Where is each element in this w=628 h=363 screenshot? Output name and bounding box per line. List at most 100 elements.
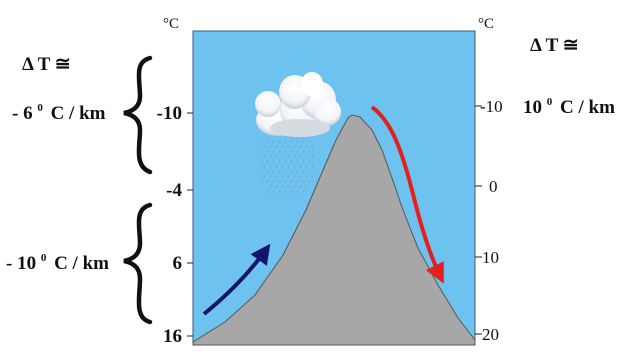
- rain-drop: [281, 164, 284, 169]
- left-delta-t-label: Δ T ≅: [22, 54, 71, 75]
- rain-drop: [281, 154, 284, 159]
- rain-drop: [278, 139, 281, 144]
- rain-drop: [278, 169, 281, 174]
- upper-degree-mark: 0: [37, 102, 43, 114]
- rain-drop: [266, 139, 269, 144]
- rain-drop: [266, 149, 269, 154]
- lower-lapse-rate-unit: C / km: [54, 253, 109, 274]
- right-lapse-rate-value: 10: [523, 97, 542, 118]
- rain-drop: [287, 144, 290, 149]
- rain-drop: [284, 179, 287, 184]
- rain-drop: [272, 169, 275, 174]
- rain-drop: [278, 189, 281, 194]
- cumulus-cloud-icon: [255, 72, 341, 137]
- rain-drop: [281, 184, 284, 189]
- rain-drop: [269, 144, 272, 149]
- rain-drop: [299, 184, 302, 189]
- rain-drop: [302, 149, 305, 154]
- rain-drop: [308, 169, 311, 174]
- right-delta-t-label: Δ T ≅: [530, 35, 579, 56]
- rain-drop: [308, 149, 311, 154]
- rain-drop: [275, 154, 278, 159]
- rain-drops: [260, 139, 314, 194]
- rain-drop: [293, 164, 296, 169]
- left-tick-6: 6: [173, 253, 183, 274]
- rain-drop: [266, 189, 269, 194]
- rain-drop: [272, 149, 275, 154]
- rain-drop: [275, 144, 278, 149]
- rain-drop: [260, 149, 263, 154]
- rain-drop: [290, 139, 293, 144]
- lower-lapse-rate-value: - 10: [6, 253, 36, 274]
- rain-drop: [311, 164, 314, 169]
- downslope-airflow-arrow: [370, 105, 444, 284]
- rain-drop: [269, 184, 272, 189]
- rain-drop: [266, 179, 269, 184]
- rain-drop: [299, 144, 302, 149]
- rain-drop: [272, 139, 275, 144]
- left-tick-minus4: -4: [166, 180, 182, 201]
- rain-drop: [293, 144, 296, 149]
- rain-drop: [296, 179, 299, 184]
- rain-drop: [293, 184, 296, 189]
- rain-drop: [311, 154, 314, 159]
- rain-drop: [296, 149, 299, 154]
- rain-drop: [305, 144, 308, 149]
- rain-drop: [269, 164, 272, 169]
- rain-drop: [275, 174, 278, 179]
- rain-drop: [272, 179, 275, 184]
- rain-drop: [287, 164, 290, 169]
- rain-drop: [260, 179, 263, 184]
- rain-drop: [302, 139, 305, 144]
- rain-drop: [260, 159, 263, 164]
- right-tick-minus10: -10: [480, 97, 503, 116]
- rain-drop: [260, 169, 263, 174]
- rain-drop: [263, 144, 266, 149]
- rain-drop: [308, 159, 311, 164]
- upper-brace: [123, 55, 153, 175]
- left-tick-16: 16: [163, 326, 182, 347]
- rain-drop: [260, 139, 263, 144]
- rain-drop: [278, 159, 281, 164]
- upslope-airflow-arrow: [202, 243, 271, 316]
- rain-drop: [311, 144, 314, 149]
- rain-drop: [290, 169, 293, 174]
- rain-drop: [302, 159, 305, 164]
- left-tick-minus10: -10: [157, 103, 182, 124]
- rain-drop: [293, 154, 296, 159]
- rain-drop: [278, 179, 281, 184]
- rain-drop: [275, 164, 278, 169]
- rain-drop: [284, 159, 287, 164]
- rain-drop: [302, 189, 305, 194]
- rain-drop: [272, 189, 275, 194]
- rain-drop: [275, 184, 278, 189]
- rain-drop: [296, 159, 299, 164]
- rain-drop: [311, 174, 314, 179]
- rain-drop: [278, 149, 281, 154]
- rain-drop: [263, 164, 266, 169]
- rain-drop: [305, 184, 308, 189]
- rain-drop: [266, 169, 269, 174]
- right-tick-0: 0: [489, 177, 498, 196]
- upper-lapse-rate-unit: C / km: [51, 103, 106, 124]
- rain-drop: [302, 179, 305, 184]
- rain-drop: [302, 169, 305, 174]
- lower-lapse-rate-label: - 10 0 C / km: [6, 245, 109, 274]
- rain-drop: [281, 144, 284, 149]
- rain-drop: [287, 154, 290, 159]
- rain-drop: [305, 174, 308, 179]
- rain-drop: [269, 154, 272, 159]
- right-lapse-rate-label: 10 0 C / km: [523, 89, 615, 118]
- right-axis-ticks: [475, 105, 482, 335]
- rain-drop: [299, 174, 302, 179]
- rain-drop: [308, 179, 311, 184]
- rain-drop: [308, 139, 311, 144]
- rain-drop: [290, 159, 293, 164]
- rain-drop: [284, 169, 287, 174]
- rain-drop: [305, 154, 308, 159]
- left-axis-ticks: [187, 112, 193, 337]
- rain-drop: [305, 164, 308, 169]
- rain-drop: [281, 174, 284, 179]
- rain-drop: [299, 154, 302, 159]
